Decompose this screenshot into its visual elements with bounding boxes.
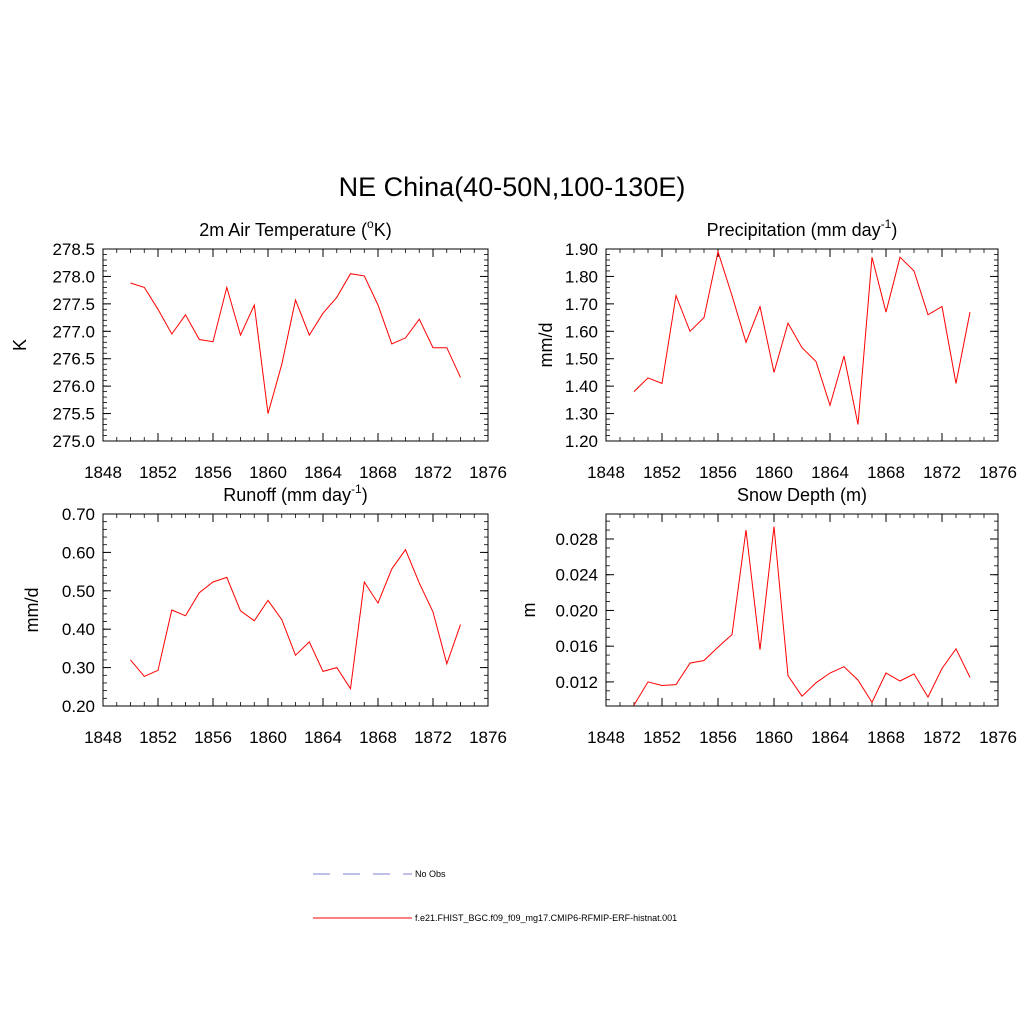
x-tick-label: 1868 [867,463,905,482]
plot-frame [102,248,489,442]
series-line [130,273,461,414]
legend-label-model: f.e21.FHIST_BGC.f09_f09_mg17.CMIP6-RFMIP… [415,913,677,923]
panel-title-text: K) [374,220,392,240]
y-tick-label: 1.30 [565,405,598,424]
x-tick-label: 1868 [359,728,397,747]
panel-title-text: Runoff (mm day [223,485,351,505]
x-tick-label: 1864 [304,463,342,482]
series-line [130,548,461,691]
plot-frame [102,513,489,707]
panel-title: 2m Air Temperature (oK) [199,217,391,240]
figure-title: NE China(40-50N,100-130E) [339,172,686,202]
y-axis-label: K [10,339,30,351]
x-tick-label: 1856 [194,728,232,747]
y-tick-label: 1.90 [565,240,598,259]
chart-temperature: 1848 1852 1856 1860 1864 1868 1872 1876 275.0 275… [10,217,507,482]
x-tick-label: 1856 [194,463,232,482]
x-tick-label: 1872 [923,728,961,747]
x-tick-label: 1872 [414,463,452,482]
x-tick-label: 1856 [699,728,737,747]
y-tick-label: 276.0 [52,377,95,396]
panel-title-text: 2m Air Temperature ( [199,220,367,240]
panel-title-superscript: -1 [351,482,362,496]
x-tick-label: 1876 [469,728,507,747]
x-tick-label: 1860 [755,728,793,747]
y-tick-label: 0.20 [62,697,95,716]
legend: No Obs f.e21.FHIST_BGC.f09_f09_mg17.CMIP… [313,869,677,923]
y-tick-label: 0.028 [555,530,598,549]
panel-title: Snow Depth (m) [737,485,867,505]
y-tick-label: 0.020 [555,601,598,620]
x-tick-label: 1876 [469,463,507,482]
x-tick-label: 1848 [587,463,625,482]
x-tick-label: 1860 [755,463,793,482]
y-tick-label: 0.70 [62,505,95,524]
y-axis-label: mm/d [22,588,42,633]
x-tick-label: 1876 [979,463,1017,482]
y-tick-label: 0.016 [555,637,598,656]
y-tick-label: 278.5 [52,240,95,259]
y-tick-label: 277.0 [52,322,95,341]
x-tick-label: 1848 [84,463,122,482]
chart-snow-depth: 1848 1852 1856 1860 1864 1868 1872 1876 0.012 0.0… [519,485,1017,747]
y-tick-label: 0.30 [62,659,95,678]
plot-frame [605,513,999,707]
panel-title-text: Precipitation (mm day [707,220,881,240]
x-tick-label: 1872 [923,463,961,482]
y-tick-label: 1.50 [565,350,598,369]
y-tick-label: 1.60 [565,322,598,341]
x-tick-label: 1868 [867,728,905,747]
y-tick-label: 0.50 [62,582,95,601]
y-axis-label: mm/d [536,323,556,368]
legend-label-no-obs: No Obs [415,869,446,879]
x-tick-label: 1868 [359,463,397,482]
y-tick-label: 275.5 [52,405,95,424]
plot-frame [605,248,999,442]
x-tick-label: 1876 [979,728,1017,747]
y-tick-label: 0.024 [555,566,598,585]
x-tick-label: 1864 [811,463,849,482]
y-tick-label: 277.5 [52,295,95,314]
series-line [633,526,971,706]
x-tick-label: 1864 [304,728,342,747]
chart-runoff: 1848 1852 1856 1860 1864 1868 1872 1876 0.20 0.30… [22,482,507,747]
y-tick-label: 1.20 [565,432,598,451]
y-tick-label: 1.70 [565,295,598,314]
y-tick-label: 0.40 [62,620,95,639]
chart-precipitation: 1848 1852 1856 1860 1864 1868 1872 1876 1.20 1.30… [536,217,1017,482]
y-tick-label: 1.80 [565,267,598,286]
x-tick-label: 1852 [139,463,177,482]
x-tick-label: 1848 [587,728,625,747]
x-tick-label: 1860 [249,728,287,747]
y-tick-label: 1.40 [565,377,598,396]
y-tick-label: 0.60 [62,543,95,562]
y-tick-label: 276.5 [52,350,95,369]
panel-title-text: Snow Depth (m) [737,485,867,505]
panel-title: Runoff (mm day-1) [223,482,367,505]
x-tick-label: 1852 [643,728,681,747]
x-tick-label: 1852 [643,463,681,482]
y-tick-label: 0.012 [555,673,598,692]
x-tick-label: 1872 [414,728,452,747]
panel-title: Precipitation (mm day-1) [707,217,898,240]
panel-title-superscript: -1 [881,217,892,231]
panel-title-text: ) [891,220,897,240]
x-tick-label: 1864 [811,728,849,747]
x-tick-label: 1860 [249,463,287,482]
y-tick-label: 275.0 [52,432,95,451]
x-tick-label: 1852 [139,728,177,747]
x-tick-label: 1848 [84,728,122,747]
panel-title-text: ) [362,485,368,505]
x-tick-label: 1856 [699,463,737,482]
panel-title-superscript: o [367,217,374,231]
y-tick-label: 278.0 [52,267,95,286]
series-line [633,249,971,425]
y-axis-label: m [519,603,539,618]
